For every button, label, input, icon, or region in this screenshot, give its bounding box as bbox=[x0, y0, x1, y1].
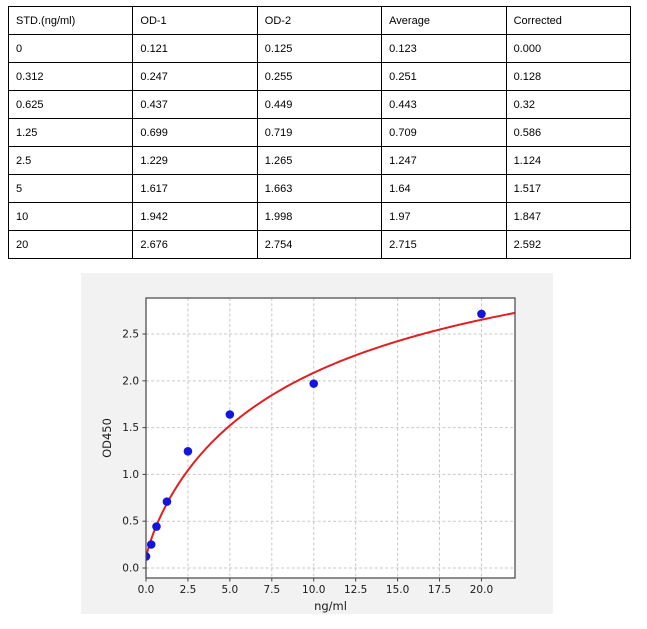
table-cell: 0.123 bbox=[381, 34, 507, 63]
table-row: 2.5 1.229 1.265 1.247 1.124 bbox=[7, 146, 632, 175]
table-cell: 1.663 bbox=[256, 174, 383, 203]
x-tick-label: 17.5 bbox=[428, 584, 451, 596]
table-row: 0.625 0.437 0.449 0.443 0.32 bbox=[7, 90, 632, 119]
table-cell: 0 bbox=[7, 34, 134, 63]
standard-curve-chart: 0.0 2.5 5.0 7.5 10.0 12.5 15.0 17.5 20.0 0.0 0.5 1.… bbox=[81, 273, 553, 614]
table-cell: 0.449 bbox=[256, 90, 383, 119]
column-header: STD.(ng/ml) bbox=[7, 6, 134, 35]
x-tick-label: 15.0 bbox=[386, 584, 409, 596]
standards-table: STD.(ng/ml) OD-1 OD-2 Average Corrected 0 0.1… bbox=[7, 6, 632, 259]
table-cell: 0.625 bbox=[7, 90, 134, 119]
table-cell: 2.5 bbox=[7, 146, 134, 175]
table-cell: 0.437 bbox=[132, 90, 258, 119]
table-cell: 0.255 bbox=[256, 62, 383, 91]
table-cell: 0.128 bbox=[505, 62, 632, 91]
table-cell: 1.998 bbox=[256, 202, 383, 231]
table-cell: 1.25 bbox=[7, 118, 134, 147]
table-cell: 1.617 bbox=[132, 174, 258, 203]
table-cell: 0.000 bbox=[505, 34, 632, 63]
column-header: OD-1 bbox=[132, 6, 258, 35]
data-point bbox=[225, 410, 235, 419]
table-cell: 1.847 bbox=[505, 202, 632, 231]
data-point bbox=[162, 497, 172, 506]
y-tick-label: 2.0 bbox=[122, 375, 139, 387]
table-row: 20 2.676 2.754 2.715 2.592 bbox=[7, 230, 632, 259]
table-cell: 0.443 bbox=[381, 90, 507, 119]
y-tick-label: 2.5 bbox=[122, 329, 139, 341]
column-header: Average bbox=[381, 6, 507, 35]
plot-area bbox=[146, 298, 515, 578]
y-tick-label: 0.0 bbox=[122, 562, 139, 574]
table-cell: 10 bbox=[7, 202, 134, 231]
x-axis-label: ng/ml bbox=[314, 599, 347, 613]
data-point bbox=[146, 552, 151, 561]
data-point bbox=[183, 446, 193, 456]
table-cell: 1.124 bbox=[505, 146, 632, 175]
table-cell: 0.121 bbox=[132, 34, 258, 63]
y-tick-label: 1.5 bbox=[122, 422, 139, 434]
table-cell: 0.709 bbox=[381, 118, 507, 147]
table-cell: 5 bbox=[7, 174, 134, 203]
x-tick-label: 5.0 bbox=[222, 584, 239, 596]
table-cell: 1.229 bbox=[132, 146, 258, 175]
table-cell: 1.64 bbox=[381, 174, 507, 203]
column-header: OD-2 bbox=[256, 6, 383, 35]
table-cell: 2.754 bbox=[256, 230, 383, 259]
table-cell: 0.32 bbox=[505, 90, 632, 119]
table-row: 0 0.121 0.125 0.123 0.000 bbox=[7, 34, 632, 63]
table-cell: 0.312 bbox=[7, 62, 134, 91]
standard-curve-figure: 0.0 2.5 5.0 7.5 10.0 12.5 15.0 17.5 20.0 0.0 0.5 1.… bbox=[81, 273, 553, 614]
table-cell: 1.942 bbox=[132, 202, 258, 231]
table-body: 0 0.121 0.125 0.123 0.000 0.312 0.247 0.255 0.25… bbox=[7, 34, 632, 259]
table-row: 0.312 0.247 0.255 0.251 0.128 bbox=[7, 62, 632, 91]
data-point bbox=[477, 309, 486, 319]
y-tick-label: 0.5 bbox=[122, 516, 139, 528]
y-axis-label: OD450 bbox=[100, 418, 114, 458]
table-cell: 1.517 bbox=[505, 174, 632, 203]
x-tick-label: 20.0 bbox=[470, 584, 493, 596]
data-point bbox=[309, 379, 319, 388]
fit-curve-line bbox=[146, 311, 515, 559]
x-tick-label: 10.0 bbox=[302, 584, 325, 596]
y-tick-label: 1.0 bbox=[122, 469, 139, 481]
table-cell: 0.251 bbox=[381, 62, 507, 91]
table-header-row: STD.(ng/ml) OD-1 OD-2 Average Corrected bbox=[7, 6, 632, 35]
table-row: 1.25 0.699 0.719 0.709 0.586 bbox=[7, 118, 632, 147]
table-cell: 2.592 bbox=[505, 230, 632, 259]
table-cell: 2.676 bbox=[132, 230, 258, 259]
table-row: 5 1.617 1.663 1.64 1.517 bbox=[7, 174, 632, 203]
table-row: 10 1.942 1.998 1.97 1.847 bbox=[7, 202, 632, 231]
table-cell: 0.586 bbox=[505, 118, 632, 147]
table-cell: 2.715 bbox=[381, 230, 507, 259]
x-tick-label: 2.5 bbox=[180, 584, 197, 596]
x-tick-label: 7.5 bbox=[263, 584, 280, 596]
table-cell: 0.125 bbox=[256, 34, 383, 63]
x-tick-label: 0.0 bbox=[138, 584, 155, 596]
table-cell: 1.247 bbox=[381, 146, 507, 175]
data-point bbox=[152, 522, 161, 531]
table-cell: 1.265 bbox=[256, 146, 383, 175]
table-cell: 0.699 bbox=[132, 118, 258, 147]
x-tick-label: 12.5 bbox=[344, 584, 367, 596]
plot-border bbox=[145, 297, 516, 579]
table-cell: 0.247 bbox=[132, 62, 258, 91]
table-cell: 1.97 bbox=[381, 202, 507, 231]
data-point bbox=[146, 540, 156, 549]
table-cell: 20 bbox=[7, 230, 134, 259]
column-header: Corrected bbox=[505, 6, 632, 35]
table-cell: 0.719 bbox=[256, 118, 383, 147]
